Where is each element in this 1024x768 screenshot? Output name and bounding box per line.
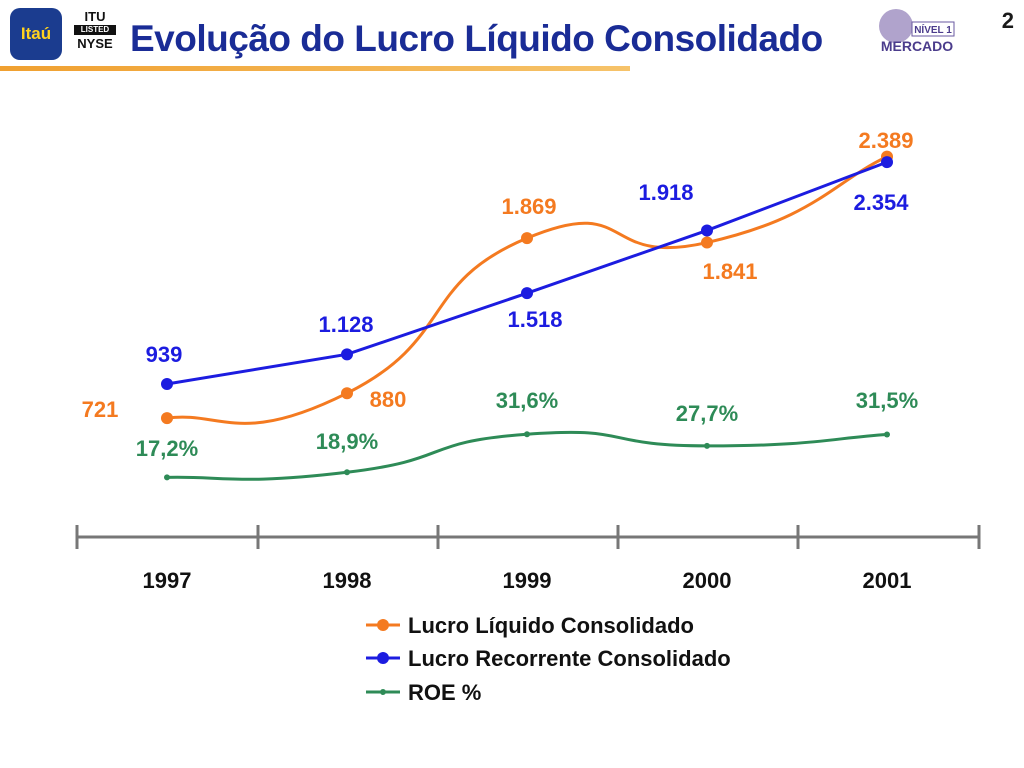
mercado-logo-circle bbox=[879, 9, 913, 43]
legend-item-lucro-liquido: Lucro Líquido Consolidado bbox=[366, 613, 694, 638]
nyse-listed-logo: ITU LISTED NYSE bbox=[74, 10, 116, 60]
roe-point bbox=[344, 469, 350, 476]
title-underline bbox=[0, 66, 630, 71]
legend-swatch-marker bbox=[380, 689, 386, 695]
lucro-liquido-data-label: 721 bbox=[82, 397, 119, 422]
x-tick-label: 1997 bbox=[143, 568, 192, 593]
lucro-recorrente-data-label: 1.518 bbox=[507, 307, 562, 332]
lucro-liquido-data-label: 1.841 bbox=[702, 259, 757, 284]
legend-label: ROE % bbox=[408, 680, 481, 705]
roe-data-label: 31,5% bbox=[856, 388, 918, 413]
mercado-text: MERCADO bbox=[881, 38, 953, 54]
lucro-liquido-point bbox=[161, 412, 173, 425]
listed-line-2: LISTED bbox=[74, 25, 116, 35]
nivel-box bbox=[911, 21, 955, 37]
nivel-text: NÍVEL 1 bbox=[914, 23, 952, 36]
lucro-liquido-series: 721 880 1.869 1.841 2.389 bbox=[82, 128, 914, 425]
roe-data-label: 17,2% bbox=[136, 436, 198, 461]
lucro-liquido-data-label: 880 bbox=[370, 387, 407, 412]
x-tick-label: 2000 bbox=[683, 568, 732, 593]
listed-line-3: NYSE bbox=[77, 36, 113, 51]
roe-line bbox=[166, 430, 888, 481]
itau-logo: Itaú bbox=[10, 8, 62, 60]
lucro-liquido-data-label: 2.389 bbox=[858, 128, 913, 153]
roe-point bbox=[704, 442, 710, 449]
x-tick-label: 2001 bbox=[863, 568, 912, 593]
legend-swatch-marker bbox=[377, 652, 389, 664]
legend-swatch-marker bbox=[377, 619, 389, 631]
roe-point bbox=[524, 431, 530, 438]
page-title: Evolução do Lucro Líquido Consolidado bbox=[130, 18, 823, 59]
novo-mercado-logo: NÍVEL 1 MERCADO bbox=[879, 9, 955, 54]
legend-item-roe: ROE % bbox=[366, 680, 481, 705]
lucro-recorrente-data-label: 939 bbox=[146, 342, 183, 367]
roe-series: 17,2% 18,9% 31,6% 27,7% 31,5% bbox=[136, 388, 918, 481]
lucro-liquido-data-label: 1.869 bbox=[501, 194, 556, 219]
roe-point bbox=[884, 431, 890, 438]
roe-data-label: 27,7% bbox=[676, 401, 738, 426]
lucro-recorrente-point bbox=[701, 224, 713, 237]
legend-label: Lucro Recorrente Consolidado bbox=[408, 646, 731, 671]
lucro-liquido-point bbox=[701, 236, 713, 249]
lucro-recorrente-point bbox=[881, 156, 893, 169]
lucro-liquido-point bbox=[341, 387, 353, 400]
page-number: 2 bbox=[1001, 8, 1014, 33]
itau-logo-text: Itaú bbox=[20, 24, 52, 43]
lucro-liquido-point bbox=[521, 232, 533, 245]
x-tick-label: 1998 bbox=[323, 568, 372, 593]
legend-item-lucro-recorrente: Lucro Recorrente Consolidado bbox=[366, 646, 731, 671]
x-tick-label: 1999 bbox=[503, 568, 552, 593]
lucro-recorrente-series: 939 1.128 1.518 1.918 2.354 bbox=[146, 156, 909, 390]
roe-data-label: 18,9% bbox=[316, 429, 378, 454]
roe-point bbox=[164, 474, 170, 481]
lucro-recorrente-data-label: 1.128 bbox=[318, 312, 373, 337]
lucro-recorrente-data-label: 2.354 bbox=[853, 190, 909, 215]
lucro-recorrente-point bbox=[161, 377, 173, 390]
lucro-recorrente-point bbox=[341, 348, 353, 361]
legend-label: Lucro Líquido Consolidado bbox=[408, 613, 694, 638]
listed-line-1: ITU bbox=[84, 9, 106, 24]
lucro-recorrente-data-label: 1.918 bbox=[638, 180, 693, 205]
roe-data-label: 31,6% bbox=[496, 388, 558, 413]
lucro-recorrente-point bbox=[521, 287, 533, 300]
